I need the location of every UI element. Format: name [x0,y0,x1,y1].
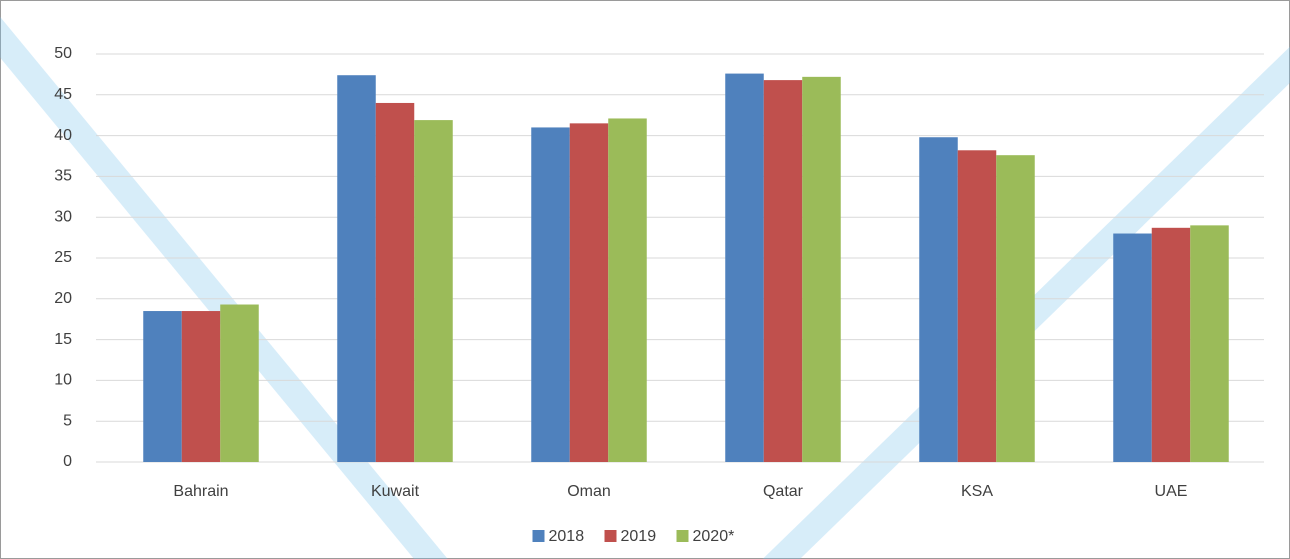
bar [725,73,764,463]
bar [569,123,609,463]
x-tick-label: KSA [961,483,993,500]
y-tick-label: 35 [54,168,72,185]
bar [802,76,841,463]
y-tick-label: 15 [54,331,72,348]
bar [143,311,182,462]
y-tick-label: 25 [54,249,72,266]
y-tick-label: 5 [63,412,72,429]
bar [181,311,221,462]
bar [957,150,997,462]
legend-swatch [604,530,617,542]
bar [763,80,803,462]
bar [919,137,958,462]
x-tick-label: Bahrain [173,483,228,500]
bar [996,155,1035,462]
bar [608,118,647,463]
legend-label: 2018 [549,528,585,545]
y-tick-label: 20 [54,290,72,307]
bar [1113,233,1152,462]
x-tick-label: Qatar [763,483,804,500]
y-tick-label: 50 [54,45,72,62]
bar [337,75,376,462]
bar [1151,227,1191,462]
legend-label: 2020* [693,528,735,545]
bar [414,120,453,462]
legend-swatch [532,530,545,542]
legend-label: 2019 [621,528,657,545]
y-tick-label: 30 [54,208,72,225]
y-tick-label: 40 [54,127,72,144]
x-tick-label: Kuwait [371,483,420,500]
watermark [0,16,1290,559]
legend-swatch [676,530,689,542]
bar [531,127,570,462]
plot-area: 0 5 10 15 20 25 30 35 40 45 50 Bahrain Kuwait Oman Qat… [54,45,1264,545]
y-tick-label: 0 [63,453,72,470]
bar [375,102,415,463]
x-tick-label: UAE [1155,483,1188,500]
y-tick-label: 10 [54,372,72,389]
bar [220,304,259,462]
bar [1190,225,1229,462]
x-tick-label: Oman [567,483,611,500]
y-tick-label: 45 [54,86,72,103]
